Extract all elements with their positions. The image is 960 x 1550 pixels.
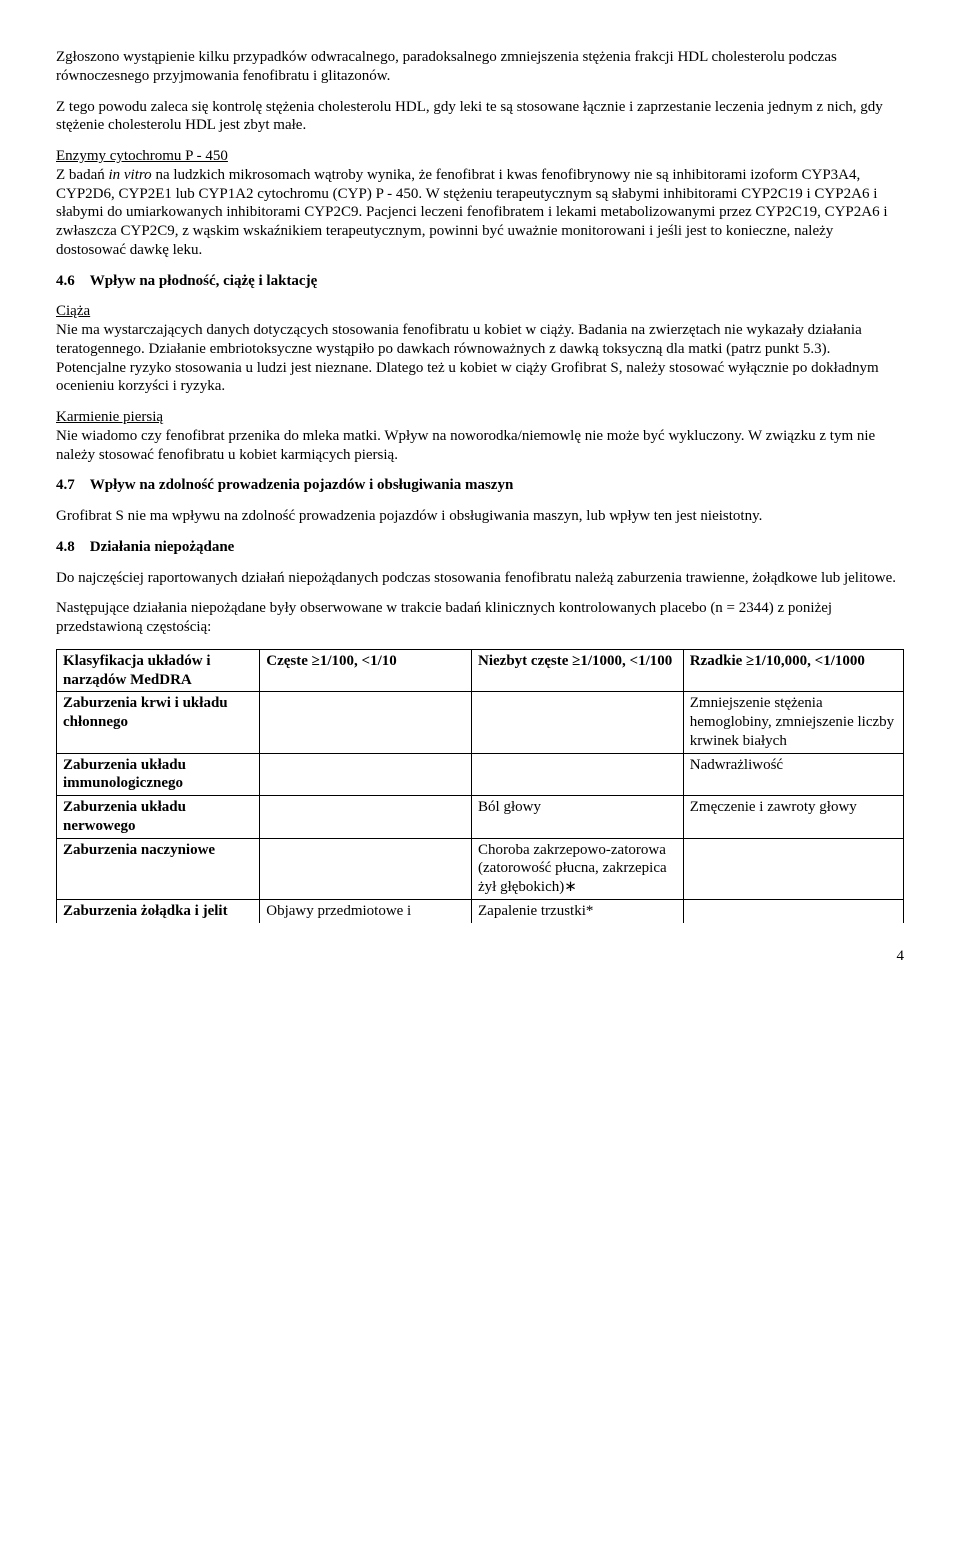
table-cell [260, 796, 472, 839]
section-title: Wpływ na płodność, ciążę i laktację [90, 273, 318, 289]
table-header-cell: Częste ≥1/100, <1/10 [266, 653, 397, 669]
paragraph: Z tego powodu zaleca się kontrolę stężen… [56, 98, 904, 136]
paragraph: Grofibrat S nie ma wpływu na zdolność pr… [56, 507, 904, 526]
adverse-effects-table: Klasyfikacja układów i narządów MedDRA C… [56, 649, 904, 923]
table-header-row: Klasyfikacja układów i narządów MedDRA C… [57, 649, 904, 692]
table-cell [472, 753, 684, 796]
table-header-cell: Rzadkie ≥1/10,000, <1/1000 [690, 653, 865, 669]
subheading: Enzymy cytochromu P - 450 [56, 148, 228, 164]
section-number: 4.7 [56, 477, 75, 493]
paragraph: Karmienie piersią Nie wiadomo czy fenofi… [56, 408, 904, 464]
text: Nie wiadomo czy fenofibrat przenika do m… [56, 428, 875, 463]
paragraph: Następujące działania niepożądane były o… [56, 599, 904, 637]
section-number: 4.6 [56, 273, 75, 289]
table-cell [683, 899, 903, 922]
section-heading: 4.8 Działania niepożądane [56, 538, 904, 557]
table-cell: Choroba zakrzepowo-zatorowa (zatorowość … [472, 838, 684, 899]
text: Z badań [56, 167, 108, 183]
section-heading: 4.7 Wpływ na zdolność prowadzenia pojazd… [56, 476, 904, 495]
table-cell: Zmniejszenie stężenia hemoglobiny, zmnie… [683, 692, 903, 753]
text-italic: in vitro [108, 167, 151, 183]
table-cell: Zaburzenia układu nerwowego [63, 799, 186, 834]
section-heading: 4.6 Wpływ na płodność, ciążę i laktację [56, 272, 904, 291]
table-cell: Objawy przedmiotowe i [260, 899, 472, 922]
table-cell: Nadwrażliwość [683, 753, 903, 796]
table-cell: Zmęczenie i zawroty głowy [683, 796, 903, 839]
paragraph: Ciąża Nie ma wystarczających danych doty… [56, 302, 904, 396]
table-row: Zaburzenia krwi i układu chłonnego Zmnie… [57, 692, 904, 753]
paragraph: Enzymy cytochromu P - 450 Z badań in vit… [56, 147, 904, 260]
table-row: Zaburzenia układu immunologicznego Nadwr… [57, 753, 904, 796]
table-cell [260, 753, 472, 796]
table-header-cell: Klasyfikacja układów i narządów MedDRA [63, 653, 211, 688]
table-row: Zaburzenia naczyniowe Choroba zakrzepowo… [57, 838, 904, 899]
table-cell: Zaburzenia naczyniowe [63, 842, 215, 858]
table-cell: Zaburzenia krwi i układu chłonnego [63, 695, 228, 730]
table-row: Zaburzenia żołądka i jelit Objawy przedm… [57, 899, 904, 922]
table-cell: Zapalenie trzustki* [472, 899, 684, 922]
table-cell: Zaburzenia żołądka i jelit [63, 903, 228, 919]
table-cell [472, 692, 684, 753]
page-number: 4 [56, 947, 904, 966]
subheading: Karmienie piersią [56, 409, 163, 425]
paragraph: Zgłoszono wystąpienie kilku przypadków o… [56, 48, 904, 86]
subheading: Ciąża [56, 303, 90, 319]
section-title: Wpływ na zdolność prowadzenia pojazdów i… [90, 477, 514, 493]
table-header-cell: Niezbyt częste ≥1/1000, <1/100 [478, 653, 672, 669]
text: na ludzkich mikrosomach wątroby wynika, … [56, 167, 888, 258]
table-cell [260, 692, 472, 753]
section-title: Działania niepożądane [90, 539, 235, 555]
table-cell: Ból głowy [472, 796, 684, 839]
section-number: 4.8 [56, 539, 75, 555]
table-cell [683, 838, 903, 899]
table-row: Zaburzenia układu nerwowego Ból głowy Zm… [57, 796, 904, 839]
table-cell: Zaburzenia układu immunologicznego [63, 757, 186, 792]
text: Nie ma wystarczających danych dotyczącyc… [56, 322, 879, 394]
table-cell [260, 838, 472, 899]
paragraph: Do najczęściej raportowanych działań nie… [56, 569, 904, 588]
